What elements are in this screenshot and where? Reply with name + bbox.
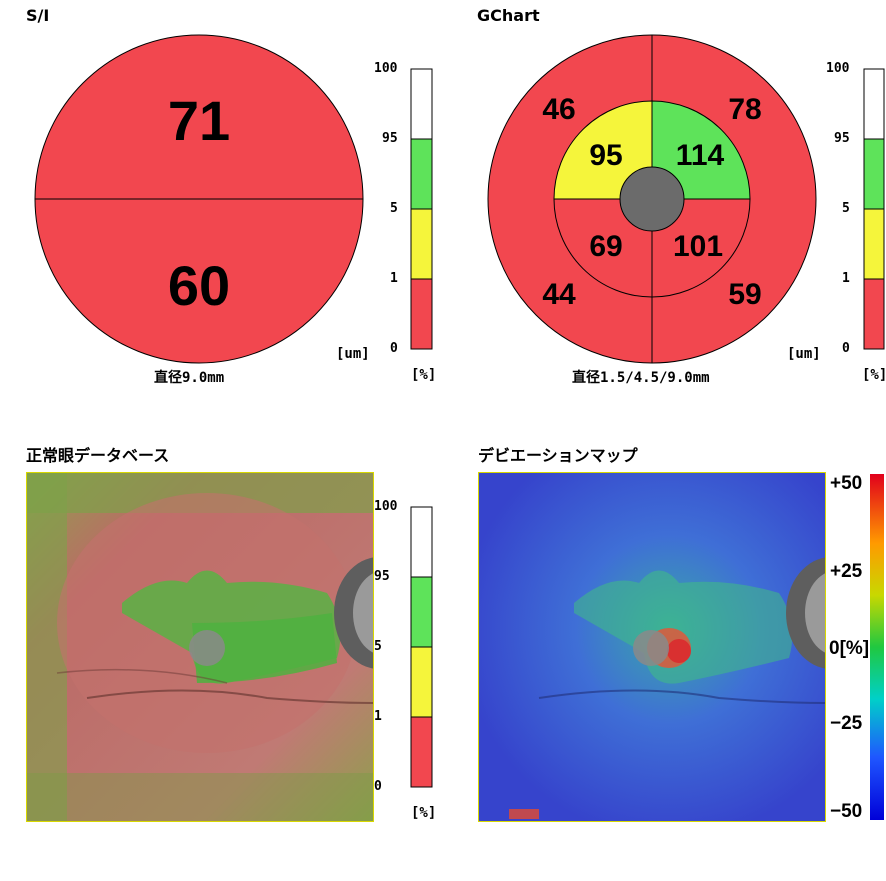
- legend-yellow-band: [863, 208, 885, 280]
- deviation-tick-zero: 0[%]: [829, 638, 870, 659]
- gchart-outer-bl-value: 44: [542, 278, 576, 311]
- si-caption: 直径9.0mm: [154, 370, 225, 386]
- legend-red-band: [410, 716, 433, 788]
- si-inferior-value: 60: [168, 254, 230, 317]
- legend-tick-95: 95: [374, 569, 390, 584]
- gchart-inner-bl-value: 69: [589, 230, 622, 263]
- um-unit-label: [um]: [336, 346, 370, 362]
- legend-tick-5: 5: [842, 201, 850, 216]
- legend-tick-100: 100: [374, 61, 398, 76]
- legend-tick-100: 100: [826, 61, 850, 76]
- legend-white-band: [863, 68, 885, 140]
- si-circle-chart: 71 60: [34, 34, 364, 364]
- legend-red-band: [863, 278, 885, 350]
- si-title: S/I: [26, 6, 50, 25]
- normative-map-image: [26, 472, 374, 822]
- legend-white-band: [410, 506, 433, 578]
- deviation-map-title: デビエーションマップ: [478, 446, 638, 465]
- gchart-inner-superior-nasal: [651, 100, 751, 200]
- gchart-caption: 直径1.5/4.5/9.0mm: [572, 370, 710, 386]
- legend-tick-0: 0: [390, 341, 398, 356]
- legend-tick-1: 1: [390, 271, 398, 286]
- normative-map-title: 正常眼データベース: [26, 446, 170, 465]
- deviation-color-bar: [870, 474, 884, 820]
- legend-tick-100: 100: [374, 499, 398, 514]
- gchart-circle-chart: 46 78 95 114 69 101 44 59: [487, 34, 817, 364]
- legend-tick-5: 5: [390, 201, 398, 216]
- si-inferior-sector: [34, 198, 364, 364]
- gchart-inner-tr-value: 114: [676, 139, 725, 172]
- legend-red-band: [410, 278, 433, 350]
- legend-yellow-band: [410, 646, 433, 718]
- legend-tick-95: 95: [382, 131, 398, 146]
- legend-green-band: [863, 138, 885, 210]
- percent-unit-label: [%]: [862, 367, 886, 383]
- deviation-tick-plus50: +50: [830, 473, 863, 494]
- gchart-title: GChart: [477, 6, 540, 25]
- si-superior-sector: [34, 34, 364, 200]
- si-superior-value: 71: [168, 89, 230, 152]
- legend-green-band: [410, 576, 433, 648]
- gchart-percentile-legend: [863, 68, 885, 350]
- legend-tick-1: 1: [842, 271, 850, 286]
- si-percentile-legend: [410, 68, 433, 350]
- percent-unit-label: [%]: [411, 805, 437, 821]
- gchart-inner-tl-value: 95: [589, 139, 622, 172]
- gchart-outer-br-value: 59: [728, 278, 761, 311]
- percent-unit-label: [%]: [411, 367, 437, 383]
- deviation-tick-plus25: +25: [830, 561, 863, 582]
- gchart-inner-br-value: 101: [673, 230, 723, 263]
- legend-tick-0: 0: [374, 779, 382, 794]
- gchart-inner-inferior-nasal: [651, 198, 751, 298]
- legend-tick-0: 0: [842, 341, 850, 356]
- deviation-tick-minus25: −25: [830, 713, 863, 734]
- um-unit-label: [um]: [787, 346, 821, 362]
- normative-percentile-legend: [410, 506, 433, 788]
- gchart-outer-tr-value: 78: [728, 93, 761, 126]
- legend-tick-1: 1: [374, 709, 382, 724]
- gchart-outer-tl-value: 46: [542, 93, 575, 126]
- deviation-map-image: [478, 472, 826, 822]
- legend-tick-5: 5: [374, 639, 382, 654]
- gchart-inner-inferior-temporal: [553, 198, 653, 298]
- legend-tick-95: 95: [834, 131, 850, 146]
- gchart-fovea-disc: [619, 166, 685, 232]
- deviation-tick-minus50: −50: [830, 801, 863, 822]
- gchart-inner-superior-temporal: [553, 100, 653, 200]
